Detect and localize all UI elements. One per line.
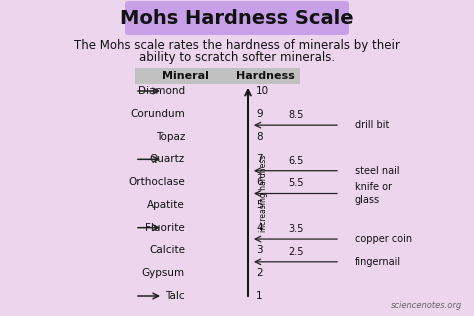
Text: Hardness: Hardness	[236, 71, 294, 81]
Text: Gypsum: Gypsum	[142, 268, 185, 278]
Text: steel nail: steel nail	[355, 166, 400, 176]
Text: Mohs Hardness Scale: Mohs Hardness Scale	[120, 9, 354, 27]
Text: Orthoclase: Orthoclase	[128, 177, 185, 187]
Text: 6.5: 6.5	[288, 156, 304, 166]
Text: 2: 2	[256, 268, 263, 278]
Text: Fluorite: Fluorite	[145, 223, 185, 233]
Text: Apatite: Apatite	[147, 200, 185, 210]
Text: 4: 4	[256, 223, 263, 233]
Text: 10: 10	[256, 86, 269, 96]
Text: 7: 7	[256, 154, 263, 164]
Text: 8: 8	[256, 131, 263, 142]
Text: Talc: Talc	[165, 291, 185, 301]
Text: Diamond: Diamond	[138, 86, 185, 96]
Text: drill bit: drill bit	[355, 120, 389, 130]
Text: 8.5: 8.5	[288, 110, 304, 120]
Text: knife or
glass: knife or glass	[355, 182, 392, 205]
Text: 6: 6	[256, 177, 263, 187]
Text: increasing hardness: increasing hardness	[259, 155, 268, 232]
Text: fingernail: fingernail	[355, 257, 401, 267]
Text: 5.5: 5.5	[288, 179, 304, 189]
FancyBboxPatch shape	[125, 1, 349, 35]
Text: 2.5: 2.5	[288, 247, 304, 257]
Text: copper coin: copper coin	[355, 234, 412, 244]
FancyBboxPatch shape	[135, 68, 300, 84]
Text: ability to scratch softer minerals.: ability to scratch softer minerals.	[139, 51, 335, 64]
Text: 9: 9	[256, 109, 263, 119]
Text: Calcite: Calcite	[149, 246, 185, 255]
Text: The Mohs scale rates the hardness of minerals by their: The Mohs scale rates the hardness of min…	[74, 39, 400, 52]
Text: Topaz: Topaz	[155, 131, 185, 142]
Text: 1: 1	[256, 291, 263, 301]
Text: sciencenotes.org: sciencenotes.org	[391, 301, 462, 310]
Text: Quartz: Quartz	[150, 154, 185, 164]
Text: Mineral: Mineral	[162, 71, 209, 81]
Text: 3: 3	[256, 246, 263, 255]
Text: 5: 5	[256, 200, 263, 210]
Text: 3.5: 3.5	[288, 224, 304, 234]
Text: Corundum: Corundum	[130, 109, 185, 119]
